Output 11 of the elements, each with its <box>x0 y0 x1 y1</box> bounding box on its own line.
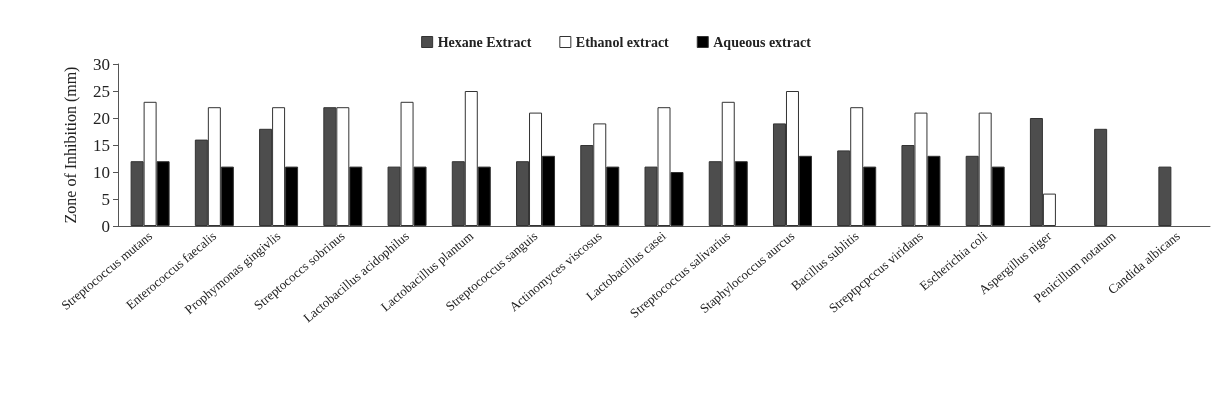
legend-label: Hexane Extract <box>437 34 532 50</box>
y-tick-label: 5 <box>101 189 110 209</box>
y-tick-label: 0 <box>101 216 110 236</box>
y-axis-title: Zone of Inhibition (mm) <box>61 66 80 224</box>
y-tick-label: 25 <box>93 81 110 101</box>
legend-label: Aqueous extract <box>713 34 812 50</box>
y-tick-label: 15 <box>93 135 110 155</box>
y-tick-label: 30 <box>93 54 110 74</box>
y-tick-label: 10 <box>93 162 110 182</box>
y-tick-label: 20 <box>93 108 110 128</box>
legend-label: Ethanol extract <box>575 34 670 50</box>
